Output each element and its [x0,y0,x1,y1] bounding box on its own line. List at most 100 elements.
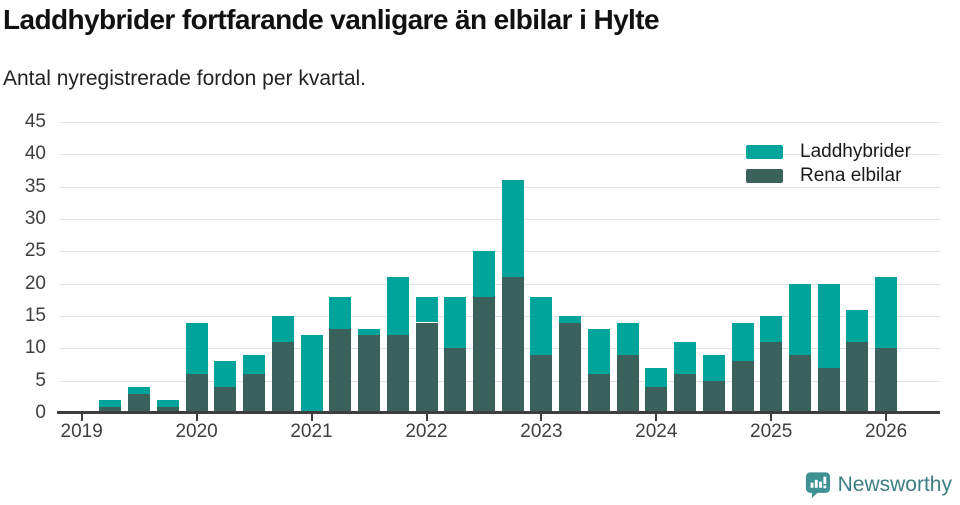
legend-swatch-rena-elbilar [746,169,783,183]
bar-segment [875,277,898,349]
bar-segment [214,387,237,413]
gridline-45 [60,122,940,123]
bar-segment [329,328,352,413]
bar-segment [530,354,553,413]
x-tick [195,414,198,421]
x-tick-label: 2019 [60,421,103,442]
bar-segment [846,309,869,342]
bar-segment [702,380,725,413]
bar-segment [358,335,380,413]
bar-segment [99,406,122,413]
legend-label-laddhybrider: Laddhybrider [800,141,911,162]
gridline-10 [60,348,940,350]
bar-segment [271,316,294,342]
bar-segment [817,367,840,413]
bar-segment [358,328,380,336]
bar-segment [271,341,294,413]
bar-segment [530,296,553,355]
bar-segment [674,341,696,375]
bar-segment [415,322,438,413]
bar-segment [789,283,811,355]
bar-segment [329,296,352,329]
x-tick-label: 2020 [175,421,218,442]
bar-segment [674,374,696,413]
gridline-30 [60,219,940,220]
bar-segment [128,393,151,413]
bar-segment [501,277,524,413]
bar-segment [587,328,610,375]
bar-segment [559,322,582,413]
gridline-25 [60,251,940,253]
bar-segment [472,296,495,413]
bar-segment [99,400,122,407]
x-tick-label: 2024 [635,421,678,442]
bar-segment [731,322,754,362]
y-tick-label: 40 [24,143,46,165]
gridline-40 [60,154,940,156]
legend-item-rena-elbilar: Rena elbilar [746,164,911,188]
y-tick-label: 35 [24,175,46,197]
x-tick [540,414,543,421]
x-tick [885,414,888,421]
bar-segment [444,296,467,349]
bar-segment [444,348,467,413]
newsworthy-logo-icon [805,472,830,498]
legend-item-laddhybrider: Laddhybrider [746,140,911,164]
bar-segment [731,361,754,413]
x-tick-label: 2022 [405,421,448,442]
y-tick-label: 10 [24,337,46,359]
chart-legend: Laddhybrider Rena elbilar [746,140,911,188]
bar-segment [214,361,237,388]
y-tick-label: 20 [24,272,46,294]
stacked-bar-chart: 0 5 10 15 20 25 30 35 40 45 2019 2020 2021 2022 2023 2… [24,111,940,442]
y-tick-label: 0 [35,402,46,423]
x-tick [310,414,313,421]
legend-swatch-laddhybrider [746,145,783,159]
x-tick-label: 2026 [864,421,908,442]
y-tick-label: 25 [24,240,46,262]
y-tick-label: 15 [24,305,46,326]
bar-segment [386,335,409,413]
bar-segment [616,354,639,413]
gridline-15 [60,316,940,317]
bar-segment [300,335,323,413]
x-axis-line [57,411,940,414]
legend-label-rena-elbilar: Rena elbilar [800,165,902,186]
bar-segment [156,406,179,413]
bar-segment [817,283,840,368]
newsworthy-brand-link[interactable]: Newsworthy [805,471,952,498]
x-tick-label: 2025 [750,421,793,442]
gridline-20 [60,283,940,285]
bar-segment [760,341,783,413]
chart-title: Laddhybrider fortfarande vanligare än el… [3,4,660,35]
bar-segment [846,341,869,413]
x-tick [425,414,428,421]
y-tick-label: 5 [35,369,46,391]
gridline-5 [60,380,940,382]
bar-segment [243,374,266,413]
brand-name: Newsworthy [837,472,952,496]
y-tick-label: 30 [24,208,46,229]
x-tick [80,414,83,421]
x-tick [770,414,773,421]
x-tick [655,414,658,421]
chart-subtitle: Antal nyregistrerade fordon per kvartal. [3,67,367,90]
bar-segment [472,251,495,297]
gridline-35 [60,186,940,188]
bar-segment [760,316,783,342]
bar-segment [559,316,582,323]
bar-segment [243,354,266,375]
bar-segment [156,400,179,407]
bar-segment [386,277,409,336]
bar-segment [501,180,524,278]
bar-segment [587,374,610,413]
bar-segment [645,367,668,388]
bar-segment [185,322,208,375]
bar-segment [128,387,151,394]
bar-segment [645,387,668,413]
bar-segment [616,322,639,355]
x-tick-label: 2023 [520,421,563,442]
bar-segment [185,374,208,413]
x-tick-label: 2021 [290,421,333,442]
